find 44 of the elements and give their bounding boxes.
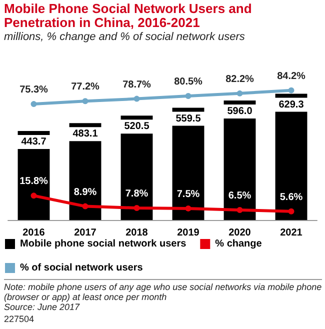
- point: [288, 208, 294, 214]
- data-label: 7.5%: [176, 188, 200, 200]
- point: [82, 203, 88, 210]
- data-label: 7.8%: [125, 188, 148, 200]
- text: 227504: [4, 314, 36, 324]
- data-label: 15.8%: [20, 176, 48, 188]
- x-tick-label: 2016: [22, 228, 46, 238]
- data-label: 80.5%: [174, 76, 203, 88]
- data-label: 82.2%: [226, 74, 254, 85]
- x-tick-label: 2017: [74, 228, 97, 238]
- data-label: 596.0: [227, 106, 253, 117]
- legend-label: % change: [215, 238, 262, 250]
- data-label: 78.7%: [122, 79, 152, 90]
- point: [82, 98, 88, 104]
- x-tick-label: 2020: [228, 228, 252, 238]
- data-label: 520.5: [124, 121, 150, 132]
- data-label: 5.6%: [280, 192, 303, 203]
- data-label: 8.9%: [74, 186, 97, 198]
- chart-title: Mobile Phone Social Network Users and Penetration in China, 2016-2021: [4, 1, 253, 30]
- text: Note: mobile phone users of any age who use social networks via mobile phone (browser or app) at least once per month: [4, 282, 322, 302]
- data-label: 629.3: [278, 99, 304, 110]
- point: [288, 87, 294, 94]
- data-label: 75.3%: [20, 84, 48, 96]
- legend-label: % of social network users: [20, 262, 144, 274]
- point: [236, 90, 243, 96]
- point: [236, 206, 243, 213]
- source-note: Source: June 2017: [4, 302, 81, 312]
- x-tick-label: 2021: [280, 228, 303, 238]
- point: [185, 205, 192, 212]
- data-label: 84.2%: [277, 70, 306, 82]
- x-tick-label: 2019: [177, 228, 200, 238]
- data-label: 559.5: [176, 113, 202, 124]
- point: [30, 192, 37, 199]
- point: [185, 93, 192, 100]
- point: [134, 96, 140, 102]
- data-label: 443.7: [21, 136, 47, 148]
- legend-label: Mobile phone social network users: [20, 238, 187, 250]
- point: [30, 101, 37, 108]
- data-label: 483.1: [72, 128, 98, 140]
- data-label: 6.5%: [228, 190, 252, 202]
- chart-subtitle: millions, % change and % of social network users: [4, 31, 246, 43]
- data-label: 77.2%: [71, 82, 100, 93]
- x-tick-label: 2018: [126, 228, 148, 238]
- point: [134, 204, 140, 211]
